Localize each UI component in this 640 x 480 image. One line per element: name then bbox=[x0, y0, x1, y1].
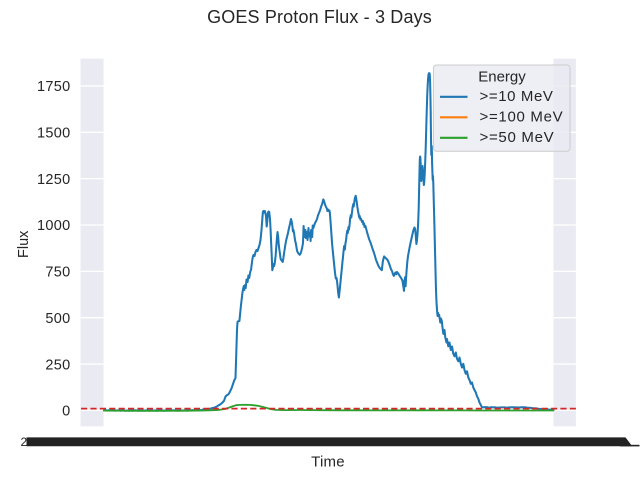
svg-text:>=10 MeV: >=10 MeV bbox=[480, 88, 554, 105]
svg-text:Flux: Flux bbox=[16, 230, 32, 258]
svg-text:2: 2 bbox=[21, 435, 28, 449]
svg-text:1750: 1750 bbox=[37, 79, 70, 95]
svg-text:>=50 MeV: >=50 MeV bbox=[480, 129, 555, 146]
svg-text:750: 750 bbox=[45, 265, 70, 281]
svg-text:1250: 1250 bbox=[37, 172, 70, 188]
svg-text:Energy: Energy bbox=[478, 69, 526, 86]
svg-text:250: 250 bbox=[45, 357, 70, 373]
svg-text:Time: Time bbox=[311, 453, 345, 470]
svg-text:0: 0 bbox=[62, 404, 70, 420]
svg-text:1500: 1500 bbox=[37, 126, 70, 142]
svg-text:500: 500 bbox=[45, 311, 70, 327]
svg-text:1000: 1000 bbox=[37, 218, 70, 234]
svg-text:GOES Proton Flux - 3 Days: GOES Proton Flux - 3 Days bbox=[207, 7, 432, 27]
svg-text:>=100 MeV: >=100 MeV bbox=[480, 109, 564, 126]
